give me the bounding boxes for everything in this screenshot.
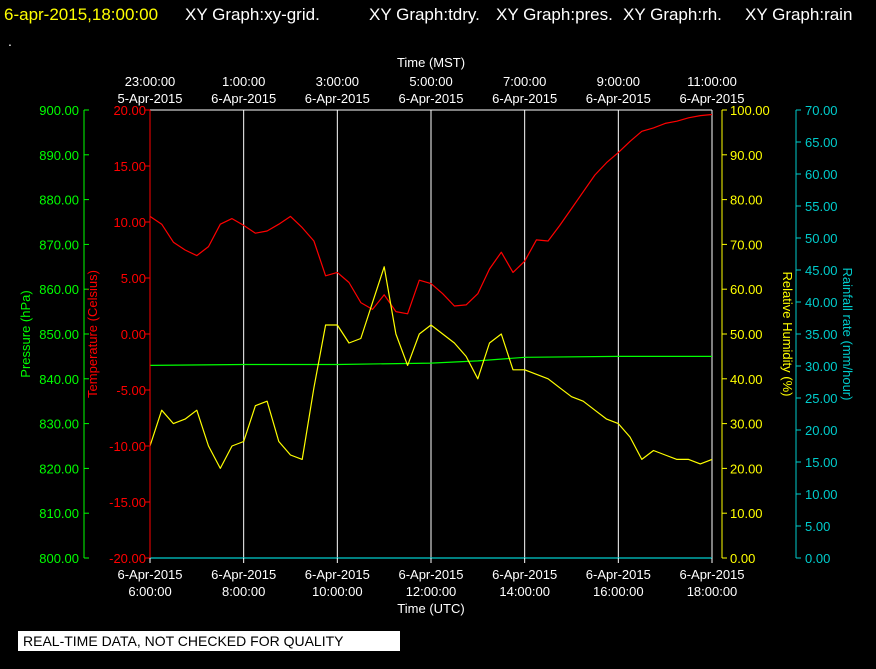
rain-tick-label: 60.00: [805, 167, 838, 182]
mst-tick-date: 6-Apr-2015: [492, 91, 557, 106]
humidity-axis-title: Relative Humidity (%): [780, 272, 795, 397]
plot-area: [149, 109, 713, 559]
pressure-tick-label: 800.00: [39, 551, 79, 566]
mst-tick-date: 5-Apr-2015: [117, 91, 182, 106]
utc-tick-date: 6-Apr-2015: [305, 567, 370, 582]
temperature-tick-label: -10.00: [109, 439, 146, 454]
utc-tick-time: 18:00:00: [687, 584, 738, 599]
temperature-axis-title: Temperature (Celsius): [85, 270, 100, 398]
temperature-tick-label: 15.00: [113, 159, 146, 174]
rain-tick-label: 25.00: [805, 391, 838, 406]
utc-tick-time: 10:00:00: [312, 584, 363, 599]
rain-tick-label: 55.00: [805, 199, 838, 214]
rain-tick-label: 0.00: [805, 551, 830, 566]
rain-tick-label: 35.00: [805, 327, 838, 342]
quality-warning-banner: REAL-TIME DATA, NOT CHECKED FOR QUALITY: [18, 631, 400, 651]
mst-tick-time: 23:00:00: [125, 74, 176, 89]
mst-tick-time: 1:00:00: [222, 74, 265, 89]
pressure-tick-label: 830.00: [39, 417, 79, 432]
pressure-tick-label: 820.00: [39, 461, 79, 476]
rain-tick-label: 15.00: [805, 455, 838, 470]
utc-tick-date: 6-Apr-2015: [398, 567, 463, 582]
pressure-series-line: [149, 355, 712, 366]
utc-axis-title: Time (UTC): [397, 601, 464, 616]
humidity-tick-label: 0.00: [730, 551, 755, 566]
pressure-tick-label: 840.00: [39, 372, 79, 387]
temperature-tick-label: -15.00: [109, 495, 146, 510]
rain-tick-label: 45.00: [805, 263, 838, 278]
pressure-tick-label: 860.00: [39, 282, 79, 297]
humidity-tick-label: 50.00: [730, 327, 763, 342]
temperature-series-line: [149, 113, 713, 315]
humidity-tick-label: 100.00: [730, 103, 770, 118]
humidity-tick-label: 30.00: [730, 417, 763, 432]
rain-tick-label: 65.00: [805, 135, 838, 150]
humidity-tick-label: 20.00: [730, 461, 763, 476]
utc-tick-time: 8:00:00: [222, 584, 265, 599]
header-graph-xy-grid: XY Graph:xy-grid.: [185, 5, 320, 24]
mst-tick-date: 6-Apr-2015: [679, 91, 744, 106]
utc-tick-time: 14:00:00: [499, 584, 550, 599]
utc-tick-time: 6:00:00: [128, 584, 171, 599]
mst-tick-time: 9:00:00: [597, 74, 640, 89]
rain-tick-label: 10.00: [805, 487, 838, 502]
header-graph-tdry: XY Graph:tdry.: [369, 5, 480, 24]
temperature-tick-label: 5.00: [121, 271, 146, 286]
mst-tick-time: 3:00:00: [316, 74, 359, 89]
humidity-tick-label: 80.00: [730, 193, 763, 208]
mst-tick-date: 6-Apr-2015: [211, 91, 276, 106]
temperature-tick-label: -20.00: [109, 551, 146, 566]
header-trailing-dot: .: [8, 33, 12, 49]
mst-axis-title: Time (MST): [397, 55, 465, 70]
header-timestamp: 6-apr-2015,18:00:00: [4, 5, 158, 24]
rain-axis-title: Rainfall rate (mm/hour): [840, 268, 855, 401]
temperature-tick-label: -5.00: [116, 383, 146, 398]
humidity-tick-label: 10.00: [730, 506, 763, 521]
utc-tick-date: 6-Apr-2015: [679, 567, 744, 582]
rain-tick-label: 40.00: [805, 295, 838, 310]
mst-tick-time: 7:00:00: [503, 74, 546, 89]
pressure-axis-title: Pressure (hPa): [18, 290, 33, 377]
mst-tick-date: 6-Apr-2015: [305, 91, 370, 106]
utc-tick-time: 16:00:00: [593, 584, 644, 599]
mst-tick-date: 6-Apr-2015: [398, 91, 463, 106]
utc-tick-date: 6-Apr-2015: [117, 567, 182, 582]
header-graph-pres: XY Graph:pres.: [496, 5, 613, 24]
humidity-series-line: [149, 266, 713, 469]
mst-tick-time: 5:00:00: [409, 74, 452, 89]
header-graph-rh: XY Graph:rh.: [623, 5, 722, 24]
pressure-tick-label: 810.00: [39, 506, 79, 521]
mst-tick-date: 6-Apr-2015: [586, 91, 651, 106]
temperature-tick-label: 20.00: [113, 103, 146, 118]
rain-tick-label: 30.00: [805, 359, 838, 374]
humidity-tick-label: 60.00: [730, 282, 763, 297]
humidity-tick-label: 70.00: [730, 237, 763, 252]
pressure-tick-label: 870.00: [39, 237, 79, 252]
temperature-tick-label: 0.00: [121, 327, 146, 342]
humidity-tick-label: 40.00: [730, 372, 763, 387]
rain-tick-label: 5.00: [805, 519, 830, 534]
temperature-tick-label: 10.00: [113, 215, 146, 230]
axes: 800.00 810.00 820.00 830.00 840.00 850.00 860.…: [18, 55, 855, 616]
humidity-tick-label: 90.00: [730, 148, 763, 163]
mst-tick-time: 11:00:00: [687, 74, 737, 89]
pressure-tick-label: 900.00: [39, 103, 79, 118]
utc-tick-date: 6-Apr-2015: [492, 567, 557, 582]
rain-tick-label: 50.00: [805, 231, 838, 246]
pressure-tick-label: 880.00: [39, 193, 79, 208]
pressure-tick-label: 890.00: [39, 148, 79, 163]
utc-tick-time: 12:00:00: [406, 584, 457, 599]
utc-tick-date: 6-Apr-2015: [211, 567, 276, 582]
header-graph-rain: XY Graph:rain: [745, 5, 852, 24]
utc-tick-date: 6-Apr-2015: [586, 567, 651, 582]
rain-tick-label: 20.00: [805, 423, 838, 438]
rain-tick-label: 70.00: [805, 103, 838, 118]
pressure-tick-label: 850.00: [39, 327, 79, 342]
